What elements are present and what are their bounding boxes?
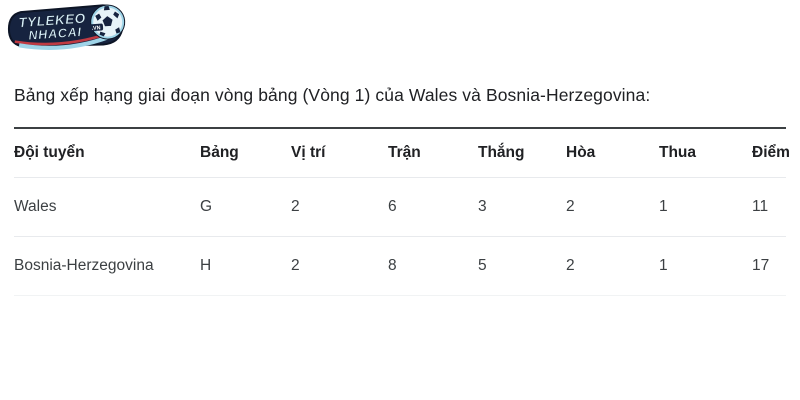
col-header-played: Trận — [388, 128, 478, 178]
cell-won: 3 — [478, 177, 566, 237]
soccer-ball-icon — [90, 4, 126, 40]
cell-drawn: 2 — [566, 177, 659, 237]
standings-table: Đội tuyển Bảng Vị trí Trận Thắng Hòa Thu… — [14, 127, 790, 296]
cell-points: 17 — [752, 236, 786, 296]
col-header-drawn: Hòa — [566, 128, 659, 178]
logo-line2: NHACAI — [28, 25, 82, 43]
blue-swoosh — [18, 35, 110, 50]
cell-group: G — [200, 177, 291, 237]
col-header-position: Vị trí — [291, 128, 388, 178]
col-header-points: Điểm — [752, 128, 790, 178]
cell-team: Bosnia-Herzegovina — [14, 236, 200, 296]
cell-position: 2 — [291, 236, 388, 296]
logo-line1: TYLEKEO — [18, 11, 86, 31]
cell-team: Wales — [14, 177, 200, 237]
table-row-bosnia-herzegovina: Bosnia-Herzegovina H 2 8 5 2 1 17 — [14, 236, 786, 296]
vn-tag: .VN — [89, 23, 104, 32]
cell-lost: 1 — [659, 177, 752, 237]
cell-points: 11 — [752, 177, 786, 237]
site-logo[interactable]: .VN TYLEKEO NHACAI — [6, 3, 134, 53]
cell-lost: 1 — [659, 236, 752, 296]
table-row-wales: Wales G 2 6 3 2 1 11 — [14, 177, 786, 237]
svg-text:.VN: .VN — [91, 25, 100, 32]
col-header-won: Thắng — [478, 128, 566, 178]
col-header-group: Bảng — [200, 128, 291, 178]
cell-group: H — [200, 236, 291, 296]
col-header-team: Đội tuyển — [14, 128, 200, 178]
cell-drawn: 2 — [566, 236, 659, 296]
cell-won: 5 — [478, 236, 566, 296]
page-title: Bảng xếp hạng giai đoạn vòng bảng (Vòng … — [14, 85, 651, 105]
col-header-lost: Thua — [659, 128, 752, 178]
table-header-row: Đội tuyển Bảng Vị trí Trận Thắng Hòa Thu… — [14, 128, 790, 178]
cell-position: 2 — [291, 177, 388, 237]
cell-played: 6 — [388, 177, 478, 237]
site-logo-graphic: .VN TYLEKEO NHACAI — [7, 4, 126, 50]
cell-played: 8 — [388, 236, 478, 296]
